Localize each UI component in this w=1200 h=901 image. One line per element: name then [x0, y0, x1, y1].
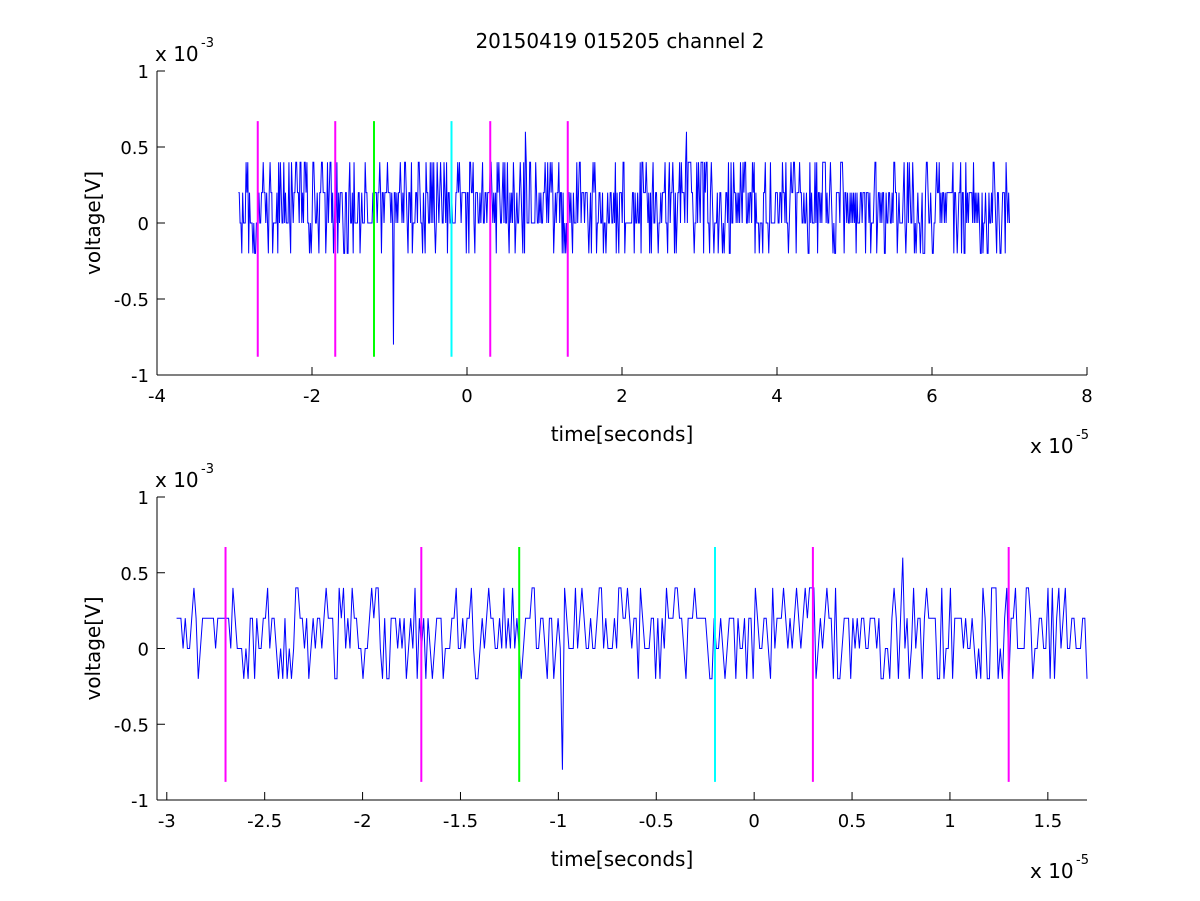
x-tick-label: -2.5: [247, 811, 282, 832]
voltage-signal-line: [238, 131, 1010, 345]
x-tick-label: -3: [158, 811, 176, 832]
y-tick-label: 1: [138, 62, 149, 83]
y-tick-label: 0: [138, 640, 149, 661]
y-axis-exponent-power: -3: [201, 462, 214, 477]
y-tick-label: 0.5: [120, 138, 149, 159]
x-tick-label: 2: [616, 386, 627, 407]
x-tick-label: 0: [748, 811, 759, 832]
x-tick-label: 0.5: [838, 811, 867, 832]
y-axis-exponent-power: -3: [201, 36, 214, 51]
y-tick-label: -1: [131, 791, 149, 812]
y-tick-label: 0: [138, 214, 149, 235]
x-tick-label: 1.5: [1034, 811, 1063, 832]
x-axis-exponent: x 10: [1030, 859, 1074, 883]
x-axis-label: time[seconds]: [551, 847, 694, 871]
y-axis-label: voltage[V]: [81, 596, 105, 700]
y-axis-exponent: x 10: [155, 42, 199, 66]
x-tick-label: -2: [303, 386, 321, 407]
x-tick-label: -1.5: [443, 811, 478, 832]
y-tick-label: -1: [131, 366, 149, 387]
x-axis-exponent: x 10: [1030, 434, 1074, 458]
x-axis-exponent-power: -5: [1076, 428, 1089, 443]
y-tick-label: -0.5: [114, 715, 149, 736]
y-tick-label: 1: [138, 488, 149, 509]
x-tick-label: 1: [944, 811, 955, 832]
x-axis-label: time[seconds]: [551, 422, 694, 446]
figure-title: 20150419 015205 channel 2: [475, 29, 764, 53]
x-tick-label: 6: [926, 386, 937, 407]
top-subplot: -4 -2 0 2 4 6 8 -1 -0.5 0 0.5 1 time[seconds] voltage…: [81, 36, 1093, 458]
bottom-subplot: -3 -2.5 -2 -1.5 -1 -0.5 0 0.5 1 1.5 -1 -0.5 0 0.5 1 tim…: [81, 462, 1089, 883]
x-tick-label: 4: [771, 386, 782, 407]
x-tick-label: -1: [549, 811, 567, 832]
voltage-signal-line: [176, 557, 1088, 770]
x-tick-label: 0: [461, 386, 472, 407]
x-tick-label: 8: [1081, 386, 1092, 407]
x-tick-label: -4: [148, 386, 166, 407]
y-tick-label: -0.5: [114, 290, 149, 311]
x-tick-label: -2: [354, 811, 372, 832]
y-axis-exponent: x 10: [155, 468, 199, 492]
y-axis-label: voltage[V]: [81, 171, 105, 275]
x-tick-label: -0.5: [639, 811, 674, 832]
x-axis-exponent-power: -5: [1076, 853, 1089, 868]
y-tick-label: 0.5: [120, 564, 149, 585]
